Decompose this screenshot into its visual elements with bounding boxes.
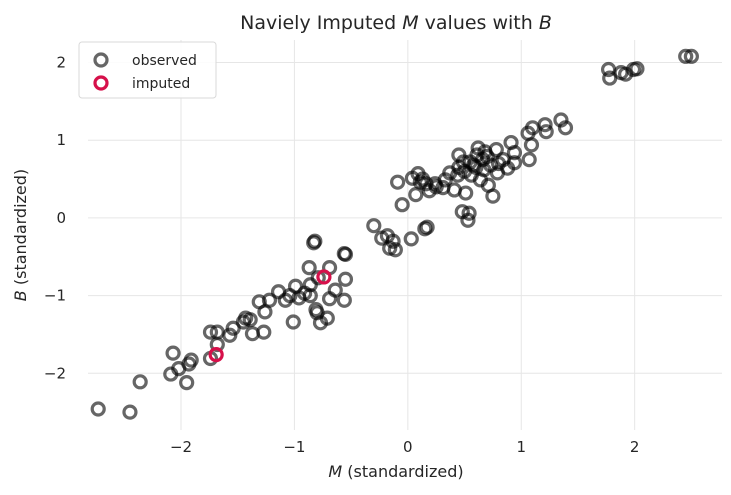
observed-point bbox=[302, 287, 318, 304]
observed-point bbox=[451, 159, 467, 176]
observed-point bbox=[165, 345, 181, 361]
observed-point bbox=[387, 242, 403, 258]
observed-point bbox=[285, 314, 301, 330]
observed-point bbox=[468, 159, 484, 176]
observed-point bbox=[337, 271, 354, 287]
observed-point bbox=[179, 375, 195, 391]
imputed-point bbox=[316, 269, 332, 285]
observed-point bbox=[523, 137, 540, 153]
observed-point bbox=[310, 270, 326, 286]
legend-label-observed: observed bbox=[132, 53, 197, 69]
observed-point bbox=[683, 48, 699, 64]
observed-point bbox=[428, 179, 444, 195]
gridlines bbox=[88, 40, 722, 430]
legend-frame bbox=[78, 41, 217, 99]
legend-marker-observed bbox=[93, 52, 109, 68]
observed-point bbox=[461, 205, 477, 221]
observed-point bbox=[242, 312, 258, 328]
observed-point bbox=[458, 185, 474, 201]
observed-point bbox=[506, 155, 523, 171]
x-tick-label: −1 bbox=[283, 438, 305, 456]
y-tick-label: 2 bbox=[56, 54, 66, 72]
observed-point bbox=[538, 124, 554, 140]
observed-point bbox=[678, 48, 694, 64]
observed-point bbox=[209, 336, 225, 353]
legend-label-imputed: imputed bbox=[132, 76, 190, 92]
observed-point bbox=[301, 260, 317, 276]
observed-point bbox=[557, 120, 574, 136]
observed-point bbox=[337, 246, 354, 263]
observed-point bbox=[336, 292, 352, 308]
observed-point bbox=[261, 292, 278, 308]
x-tick-label: 1 bbox=[516, 438, 526, 456]
x-tick-label: 0 bbox=[403, 438, 413, 456]
observed-point bbox=[327, 282, 343, 298]
observed-point bbox=[629, 61, 645, 77]
observed-point bbox=[394, 197, 410, 213]
observed-point bbox=[602, 70, 618, 86]
y-tick-label: 1 bbox=[56, 131, 66, 149]
observed-point bbox=[537, 117, 553, 133]
observed-point bbox=[122, 404, 138, 420]
x-tick-label: 2 bbox=[630, 438, 640, 456]
observed-point bbox=[90, 401, 106, 417]
observed-point bbox=[183, 352, 199, 368]
observed-point bbox=[460, 212, 476, 228]
y-tick-label: 0 bbox=[56, 209, 66, 227]
observed-point bbox=[408, 187, 424, 203]
observed-point bbox=[506, 145, 523, 161]
observed-point bbox=[403, 231, 419, 247]
imputed-point bbox=[208, 347, 224, 363]
observed-point bbox=[485, 188, 501, 204]
legend: observed imputed bbox=[78, 41, 217, 99]
observed-point bbox=[490, 155, 507, 172]
x-tick-labels: −2 −1 0 1 2 bbox=[170, 438, 640, 456]
observed-point bbox=[366, 218, 382, 234]
observed-point bbox=[202, 324, 219, 340]
observed-point bbox=[132, 374, 148, 390]
y-tick-labels: −2 −1 0 1 2 bbox=[44, 54, 66, 383]
y-axis-label: B (standardized) bbox=[11, 169, 30, 301]
observed-point bbox=[477, 144, 493, 160]
observed-point bbox=[521, 152, 537, 168]
data-points bbox=[90, 48, 699, 420]
observed-point bbox=[307, 233, 323, 249]
x-tick-label: −2 bbox=[170, 438, 192, 456]
x-axis-label: M (standardized) bbox=[328, 462, 463, 481]
observed-point bbox=[414, 171, 431, 187]
observed-point bbox=[319, 310, 335, 326]
observed-point bbox=[256, 324, 272, 340]
chart-title: Naviely Imputed M values with B bbox=[240, 12, 552, 34]
observed-point bbox=[385, 233, 401, 249]
legend-marker-imputed bbox=[93, 75, 109, 91]
y-tick-label: −2 bbox=[44, 364, 66, 382]
y-tick-label: −1 bbox=[44, 287, 66, 305]
observed-point bbox=[390, 174, 406, 190]
observed-point bbox=[419, 219, 435, 235]
